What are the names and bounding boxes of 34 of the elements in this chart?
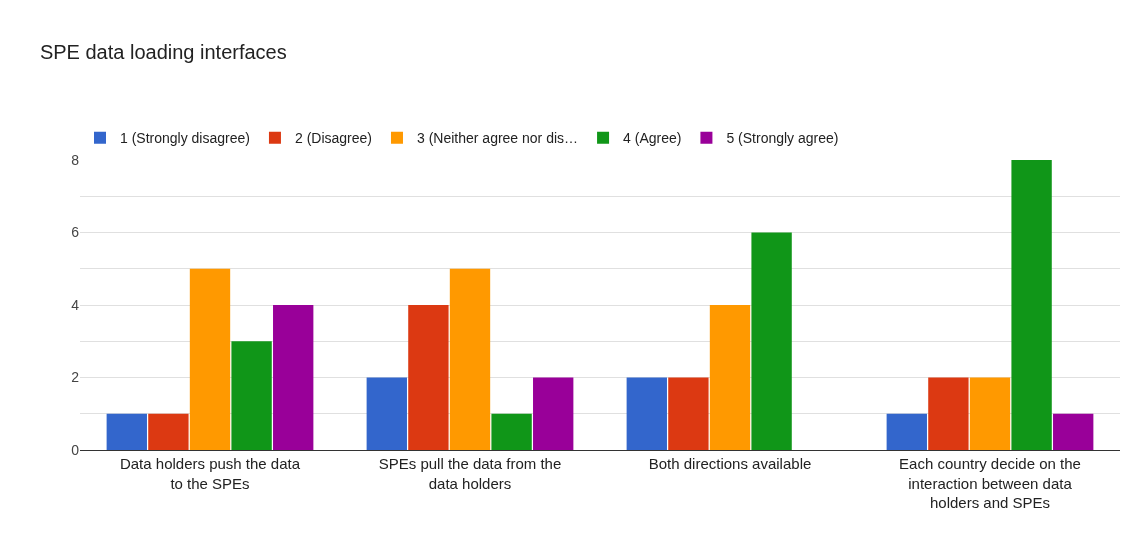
bar <box>148 413 189 450</box>
x-tick-label: Data holders push the data to the SPEs <box>119 455 301 492</box>
bar <box>626 377 667 450</box>
legend-label: 1 (Strongly disagree) <box>120 130 250 147</box>
bar <box>1011 160 1052 450</box>
y-tick-label: 2 <box>71 369 80 386</box>
bar <box>709 305 751 450</box>
bar <box>969 377 1011 450</box>
chart-title: SPE data loading interfaces <box>39 40 287 63</box>
bar <box>668 377 709 450</box>
bar <box>189 268 231 450</box>
bar <box>366 377 407 450</box>
x-tick-label: Both directions available <box>648 455 812 472</box>
y-tick-label: 8 <box>71 151 80 168</box>
bar <box>751 232 792 450</box>
legend-label: 3 (Neither agree nor dis… <box>416 130 579 147</box>
y-tick-label: 4 <box>71 296 80 313</box>
bar <box>928 377 969 450</box>
bar <box>231 341 272 450</box>
bar <box>1053 413 1094 450</box>
bar <box>106 413 147 450</box>
bar <box>533 377 574 450</box>
bar <box>449 268 491 450</box>
y-tick-label: 0 <box>71 441 80 458</box>
bar <box>491 413 532 450</box>
legend-label: 2 (Disagree) <box>294 130 372 147</box>
bar <box>408 305 449 450</box>
x-tick-label: Each country decide on the interaction between data holders and SPEs <box>899 455 1081 511</box>
legend-label: 4 (Agree) <box>623 130 682 147</box>
bar <box>273 305 314 450</box>
bar <box>886 413 927 450</box>
x-tick-label: SPEs pull the data from the data holders <box>378 455 562 492</box>
legend-label: 5 (Strongly agree) <box>726 130 839 147</box>
y-tick-label: 6 <box>71 224 80 241</box>
